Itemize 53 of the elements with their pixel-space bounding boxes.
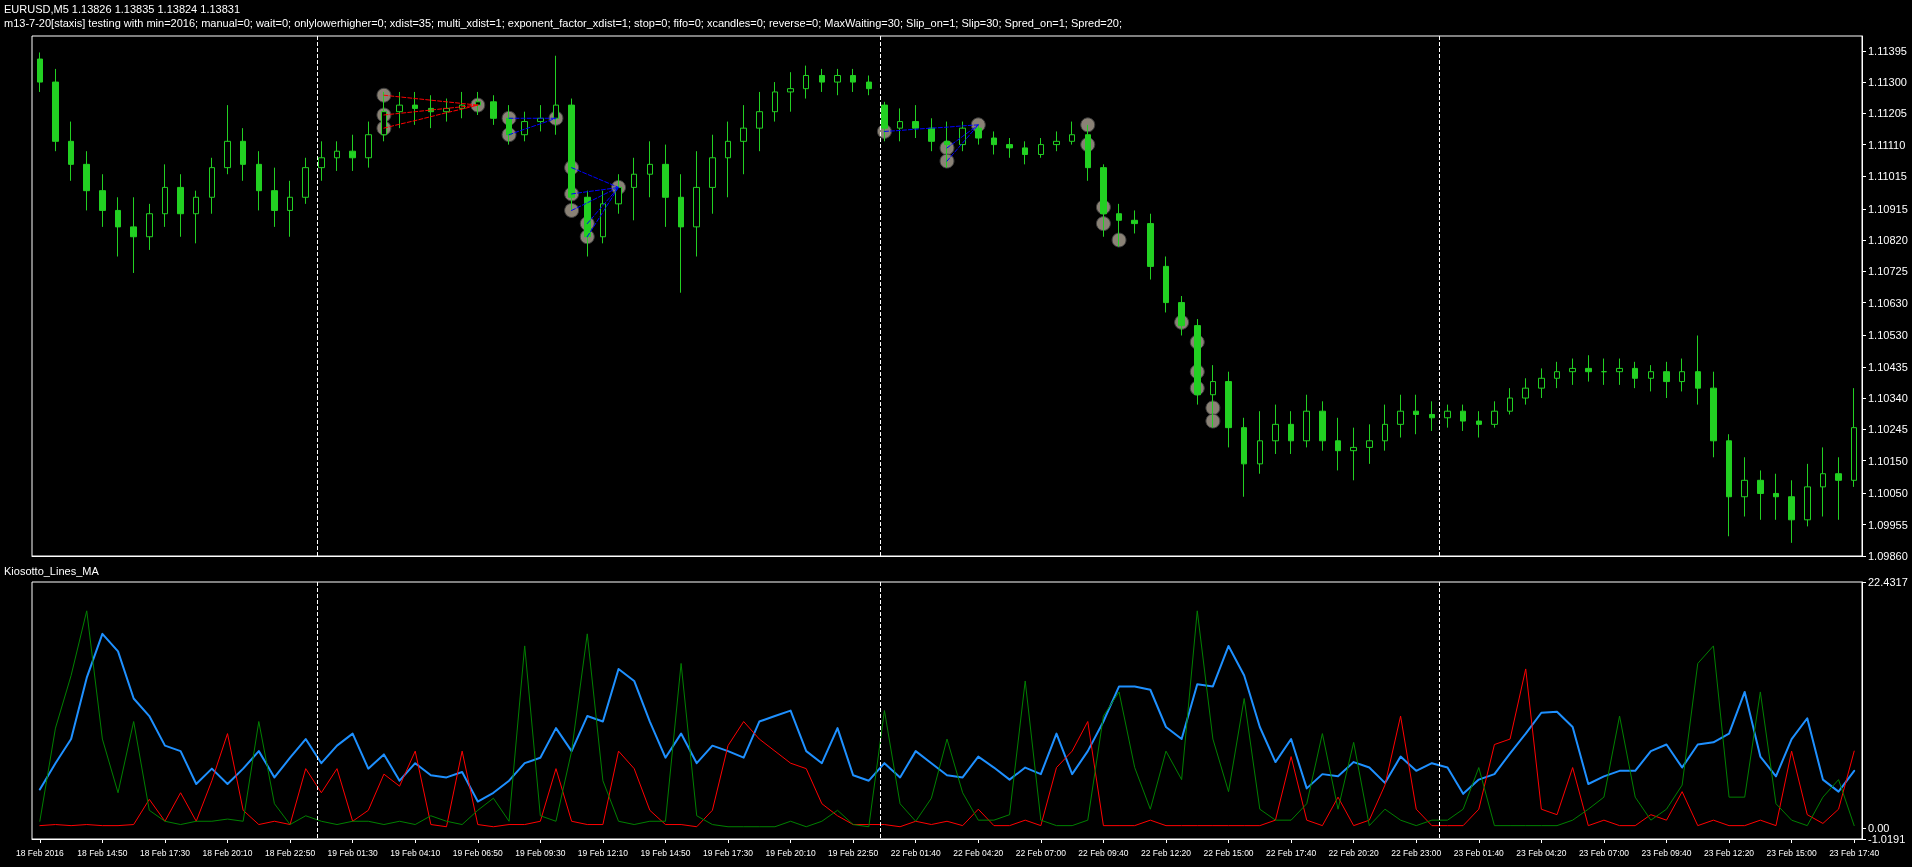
x-tick-label: 19 Feb 01:30: [327, 847, 378, 858]
y-tick-label: 1.11395: [1868, 44, 1907, 57]
y-tick-label: 0.00: [1868, 821, 1890, 834]
x-tick-label: 22 Feb 15:00: [1203, 847, 1254, 858]
x-tick-label: 22 Feb 12:20: [1140, 847, 1192, 858]
x-tick-label: 22 Feb 20:20: [1328, 847, 1379, 858]
y-tick-label: 1.10630: [1868, 296, 1908, 309]
x-tick-label: 18 Feb 20:10: [202, 847, 253, 858]
x-tick-label: 19 Feb 20:10: [765, 847, 816, 858]
y-tick-label: 22.4317: [1868, 576, 1908, 588]
y-tick-label: 1.11015: [1868, 169, 1907, 182]
x-tick-label: 23 Feb 07:00: [1578, 847, 1630, 858]
x-tick-label: 22 Feb 01:40: [890, 847, 942, 858]
y-tick-label: 1.09860: [1868, 550, 1908, 562]
x-tick-label: 23 Feb 04:20: [1516, 847, 1567, 858]
y-tick-label: 1.10340: [1868, 392, 1908, 405]
y-tick-label: 1.10725: [1868, 265, 1908, 278]
x-tick-label: 22 Feb 17:40: [1266, 847, 1317, 858]
x-tick-label: 23 Feb 01:40: [1453, 847, 1505, 858]
chart-subtitle: m13-7-20[staxis] testing with min=2016; manual=0; wait=0; onlylowerhigher=0; xdist=35; multi_xdist=1; exponent_factor_xdist=1; stop=0; fifo=0; xcandles=0; reverse=0; MaxWaiting=30; Slip_on=1; Slip=30; Spred_on=1; Spred=20;: [4, 16, 1122, 29]
x-tick-label: 19 Feb 22:50: [828, 847, 879, 858]
x-tick-label: 23 Feb 15:00: [1766, 847, 1817, 858]
x-tick-label: 19 Feb 14:50: [640, 847, 691, 858]
x-tick-label: 22 Feb 04:20: [953, 847, 1004, 858]
x-tick-label: 22 Feb 07:00: [1015, 847, 1067, 858]
x-tick-label: 19 Feb 09:30: [515, 847, 566, 858]
chart-title: Kiosotto_Lines_MA: [4, 564, 100, 577]
x-tick-label: 22 Feb 23:00: [1391, 847, 1442, 858]
x-tick-label: 18 Feb 2016: [15, 847, 64, 858]
y-tick-label: 1.10530: [1868, 329, 1908, 342]
x-tick-label: 18 Feb 14:50: [77, 847, 128, 858]
x-tick-label: 18 Feb 22:50: [265, 847, 316, 858]
y-tick-label: 1.09955: [1868, 518, 1908, 531]
chart-title: EURUSD,M5 1.13826 1.13835 1.13824 1.13831: [4, 2, 241, 15]
x-tick-label: 23 Feb 12:20: [1704, 847, 1755, 858]
y-tick-label: 1.10050: [1868, 487, 1908, 500]
y-tick-label: 1.10150: [1868, 454, 1908, 467]
y-tick-label: 1.11205: [1868, 107, 1907, 120]
y-tick-label: 1.10915: [1868, 202, 1908, 215]
y-tick-label: -1.0191: [1868, 833, 1906, 845]
y-tick-label: 1.10435: [1868, 360, 1908, 373]
x-tick-label: 18 Feb 17:30: [139, 847, 191, 858]
x-tick-label: 19 Feb 04:10: [390, 847, 441, 858]
x-tick-label: 19 Feb 06:50: [452, 847, 504, 858]
y-tick-label: 1.11110: [1868, 138, 1906, 151]
x-tick-label: 22 Feb 09:40: [1078, 847, 1129, 858]
x-tick-label: 23 Feb 17:40: [1829, 847, 1880, 858]
y-tick-label: 1.10245: [1868, 423, 1908, 436]
x-tick-label: 19 Feb 12:10: [577, 847, 629, 858]
y-tick-label: 1.11300: [1868, 76, 1907, 89]
y-tick-label: 1.10820: [1868, 234, 1908, 247]
x-tick-label: 23 Feb 09:40: [1641, 847, 1692, 858]
x-tick-label: 19 Feb 17:30: [702, 847, 754, 858]
